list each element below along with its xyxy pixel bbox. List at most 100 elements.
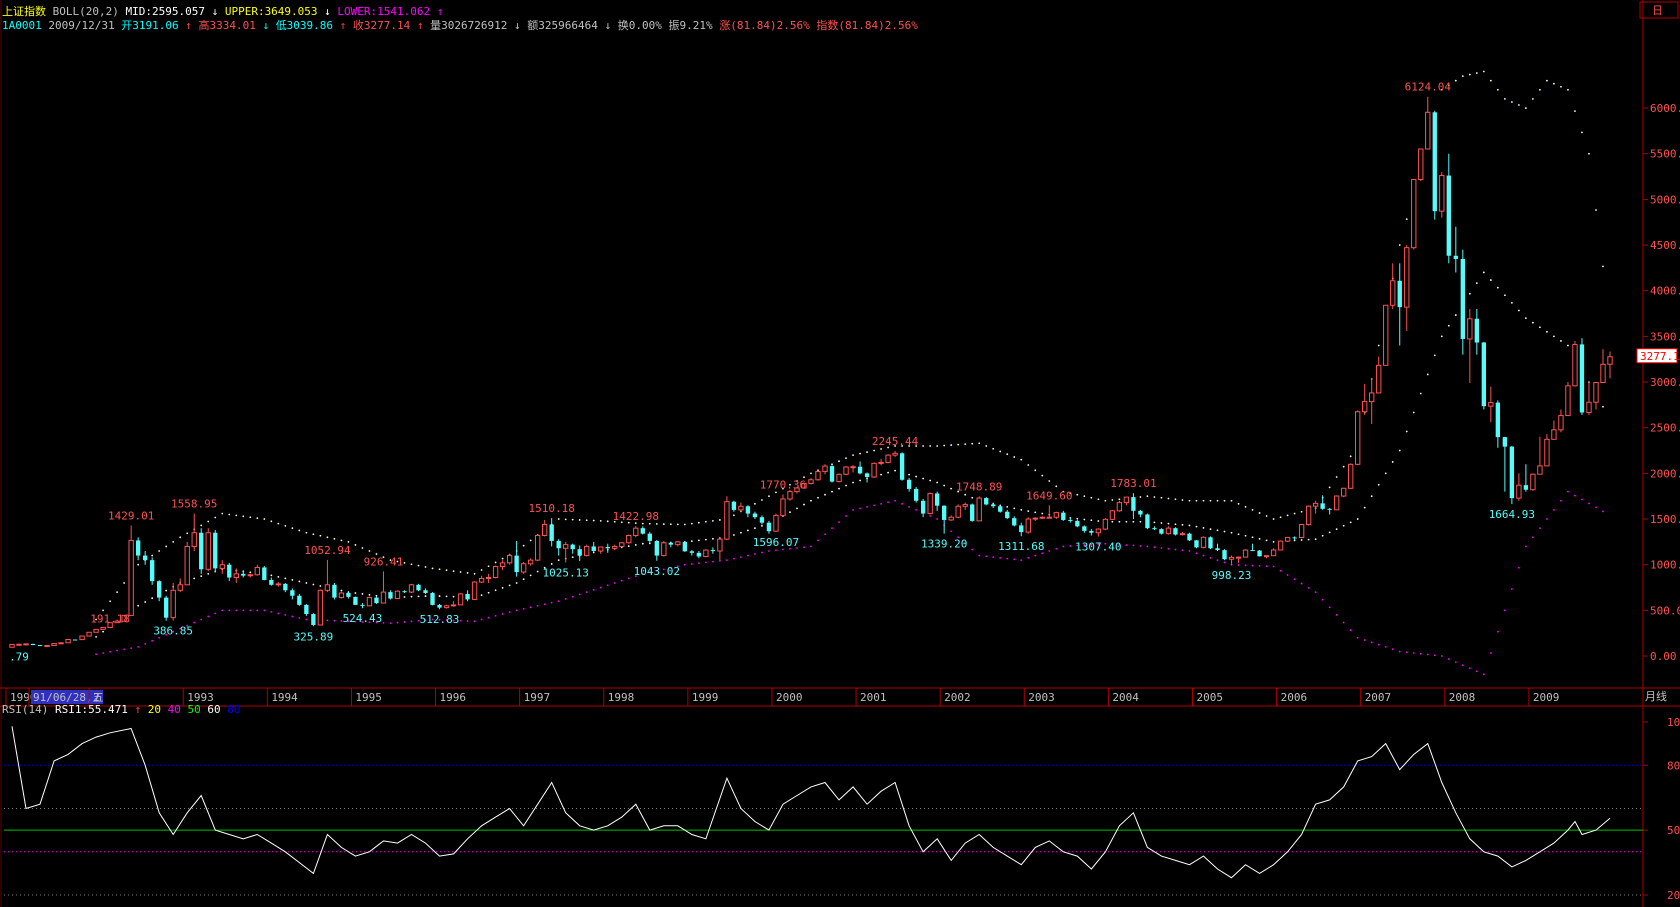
band-dot-upper — [985, 445, 988, 447]
candle-body-down — [30, 643, 36, 646]
price-annotation: 1510.18 — [528, 502, 574, 515]
candle-body-up — [1179, 533, 1186, 536]
band-dot-upper — [165, 545, 168, 548]
header-segment: 量3026726912 — [430, 19, 514, 32]
band-dot-upper — [1286, 514, 1289, 517]
time-tick-label: 2002 — [944, 691, 971, 704]
band-dot-upper — [389, 559, 392, 562]
band-dot-upper — [683, 523, 686, 526]
band-dot-lower — [971, 548, 974, 551]
band-dot-lower — [655, 569, 658, 572]
candle-body-up — [780, 498, 786, 516]
band-dot-upper — [690, 522, 693, 525]
candle-body-up — [1376, 364, 1382, 394]
candle-body-down — [1320, 503, 1325, 509]
band-dot-lower — [151, 639, 154, 642]
band-dot-upper — [676, 523, 679, 526]
header-segment: ↓ — [212, 5, 225, 18]
band-dot-mid — [361, 593, 364, 595]
band-dot-upper — [116, 591, 119, 594]
candle-body-up — [366, 597, 373, 607]
band-dot-lower — [1041, 552, 1044, 555]
band-dot-mid — [803, 503, 805, 506]
band-dot-mid — [487, 591, 490, 594]
band-dot-lower — [1132, 544, 1135, 547]
band-dot-upper — [789, 483, 791, 486]
band-dot-mid — [838, 487, 840, 490]
candle-body-down — [899, 453, 905, 480]
price-annotation: 1748.89 — [956, 480, 1002, 493]
price-annotation: 998.23 — [1212, 569, 1252, 582]
band-dot-mid — [810, 499, 812, 502]
candle-body-down — [332, 584, 337, 598]
band-dot-mid — [845, 484, 847, 487]
band-dot-lower — [536, 604, 539, 607]
time-tick-label: 1998 — [608, 691, 635, 704]
band-dot-lower — [1510, 588, 1513, 590]
candle-body-down — [745, 506, 751, 514]
band-dot-upper — [375, 553, 378, 555]
band-dot-upper — [1237, 502, 1240, 505]
candle-body-down — [766, 522, 772, 532]
band-dot-lower — [1447, 658, 1450, 660]
band-dot-upper — [1181, 499, 1184, 501]
candle-body-down — [135, 540, 141, 556]
candle-body-up — [9, 643, 15, 648]
time-tick-label: 2008 — [1449, 691, 1476, 704]
band-dot-mid — [627, 545, 630, 548]
band-dot-mid — [1195, 525, 1198, 528]
header-segment: ↓ — [324, 5, 337, 18]
candle-body-down — [142, 555, 148, 561]
band-dot-upper — [1160, 496, 1163, 499]
band-dot-mid — [319, 585, 322, 587]
candle-body-down — [1474, 318, 1480, 343]
band-dot-mid — [1447, 324, 1450, 327]
candle-body-up — [1600, 363, 1606, 384]
price-annotation: 512.83 — [420, 613, 460, 626]
price-annotation: 926.41 — [364, 555, 404, 568]
band-dot-lower — [838, 521, 840, 523]
band-dot-mid — [1412, 411, 1415, 414]
band-dot-upper — [859, 452, 861, 455]
candle-body-down — [227, 564, 232, 578]
candle-body-down — [591, 546, 596, 552]
band-dot-lower — [1454, 661, 1457, 664]
candle-body-down — [1194, 540, 1199, 548]
candle-body-up — [1383, 304, 1389, 366]
candle-body-down — [970, 504, 975, 521]
candle-body-down — [360, 604, 365, 606]
band-dot-upper — [1377, 344, 1380, 347]
band-dot-mid — [151, 597, 154, 600]
candle-body-up — [23, 643, 29, 646]
candle-body-down — [759, 517, 765, 523]
band-dot-mid — [1524, 317, 1527, 320]
band-dot-upper — [733, 514, 735, 517]
band-dot-lower — [1433, 654, 1436, 657]
band-dot-mid — [936, 481, 939, 484]
band-dot-mid — [964, 493, 967, 496]
band-dot-lower — [354, 620, 357, 623]
period-tab[interactable] — [1639, 1, 1679, 19]
band-dot-lower — [852, 509, 854, 511]
band-dot-upper — [235, 514, 238, 517]
band-dot-lower — [340, 620, 343, 622]
band-dot-lower — [873, 504, 875, 507]
candle-body-up — [1263, 555, 1270, 558]
candle-body-up — [1467, 318, 1473, 340]
candle-body-up — [380, 591, 387, 604]
band-dot-upper — [718, 519, 721, 521]
band-dot-lower — [585, 591, 588, 594]
price-tick-label: 4500.00 — [1650, 239, 1680, 252]
band-dot-lower — [256, 609, 259, 612]
band-dot-lower — [1468, 667, 1471, 670]
band-dot-lower — [634, 575, 637, 578]
candles — [9, 96, 1613, 648]
candle-body-up — [541, 524, 548, 536]
candle-body-up — [16, 643, 22, 646]
candle-body-down — [1138, 510, 1143, 515]
price-annotation: 1025.13 — [543, 566, 589, 579]
svg-text:3277.1: 3277.1 — [1640, 350, 1680, 363]
band-dot-mid — [1272, 540, 1275, 543]
band-dot-lower — [1419, 652, 1422, 655]
